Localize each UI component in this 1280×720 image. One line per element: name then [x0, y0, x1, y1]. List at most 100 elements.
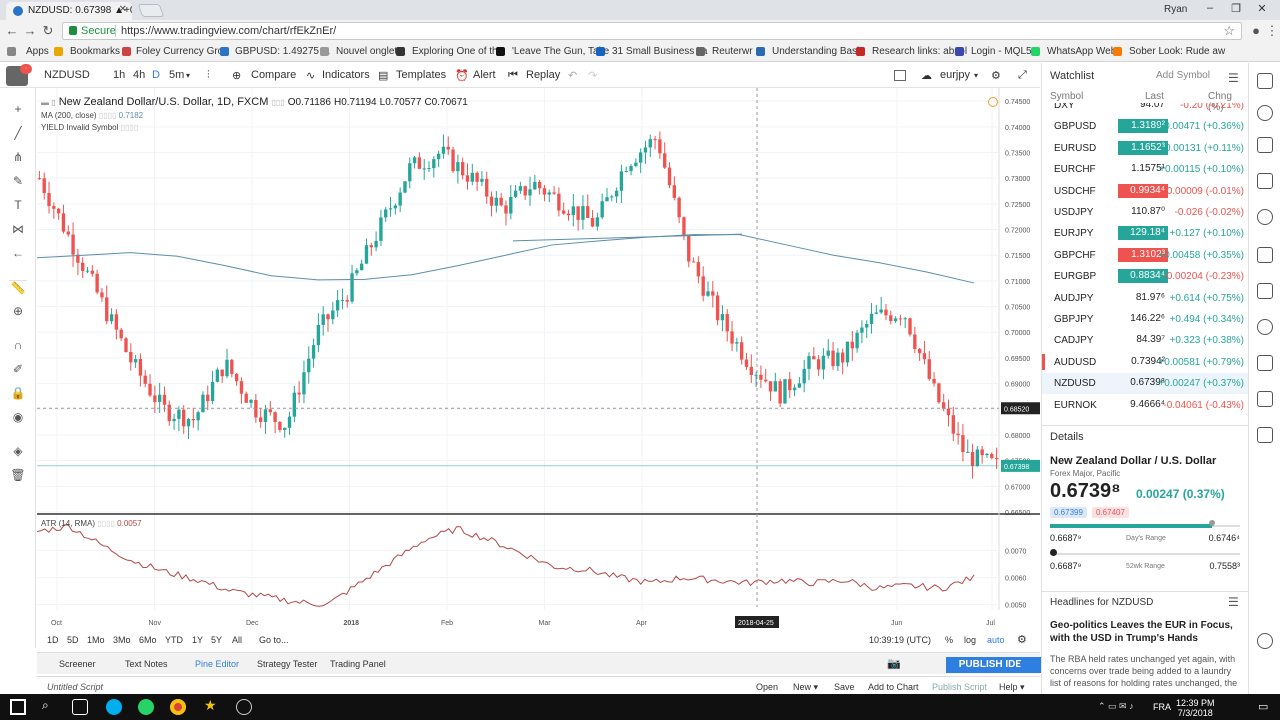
alert-icon[interactable]: ⏰: [455, 70, 469, 82]
tab-pine-editor[interactable]: Pine Editor: [195, 659, 240, 669]
watchlist-symbol[interactable]: EURJPY: [1054, 228, 1094, 240]
maximize-icon[interactable]: ❐: [1231, 3, 1241, 15]
watchlist-row-audusd[interactable]: AUDUSD 0.7394² +0.00581 (+0.79%): [1042, 352, 1248, 373]
tab-screener[interactable]: Screener: [59, 659, 96, 669]
layout-dropdown-icon[interactable]: ▾: [974, 71, 979, 80]
script-publish[interactable]: Publish Script: [932, 682, 988, 692]
bookmark-item[interactable]: Exploring One of the: [412, 46, 504, 57]
watchlist-symbol[interactable]: DXY: [1054, 103, 1075, 111]
watchlist-row-eurnok[interactable]: EURNOK 9.4666⁴ -0.04061 (-0.43%): [1042, 395, 1248, 416]
bookmark-item[interactable]: Understanding Basic: [772, 46, 865, 57]
replay-icon[interactable]: ⏮: [508, 69, 518, 81]
range-3mo[interactable]: 3Mo: [113, 635, 131, 645]
range-all[interactable]: All: [232, 635, 243, 645]
watchlist-symbol[interactable]: AUDJPY: [1054, 292, 1094, 304]
indicators-button[interactable]: Indicators: [322, 69, 370, 81]
eye-icon[interactable]: ◉: [12, 410, 24, 424]
new-tab-button[interactable]: [137, 4, 165, 17]
price-chart[interactable]: 0.74500 0.74000 0.73500 0.73000 0.72500 0.720…: [37, 88, 1040, 630]
headlines-menu-icon[interactable]: ☰: [1228, 595, 1239, 609]
script-add-to-chart[interactable]: Add to Chart: [868, 682, 919, 692]
watchlist-symbol[interactable]: GBPUSD: [1054, 121, 1097, 133]
notification-center-icon[interactable]: ▭: [1258, 701, 1269, 713]
minimize-icon[interactable]: –: [1206, 2, 1214, 14]
help-icon[interactable]: [1257, 633, 1273, 649]
watchlist-title[interactable]: Watchlist: [1050, 70, 1095, 82]
watchlist-symbol[interactable]: EURNOK: [1054, 399, 1097, 411]
stay-drawing-icon[interactable]: ✐: [12, 362, 24, 376]
interval-dropdown-icon[interactable]: ▾: [186, 71, 191, 80]
ma-legend[interactable]: MA (200, close) ▯▯▯▯ 0.7182: [41, 111, 468, 120]
interval-d[interactable]: D: [152, 69, 160, 81]
brush-icon[interactable]: ✎: [12, 174, 24, 188]
script-new[interactable]: New ▾: [793, 682, 819, 692]
watchlist-symbol[interactable]: EURUSD: [1054, 142, 1097, 154]
watchlist-symbol[interactable]: AUDUSD: [1054, 356, 1097, 368]
arrow-back-icon[interactable]: ←: [12, 246, 24, 260]
bookmark-item[interactable]: Foley Currency Grou: [136, 46, 229, 57]
screener-icon[interactable]: [1257, 391, 1273, 407]
layers-icon[interactable]: ◈: [13, 444, 23, 458]
watchlist-row-eurjpy[interactable]: EURJPY 129.18⁴ +0.127 (+0.10%): [1042, 223, 1248, 244]
hotlists-icon[interactable]: [1257, 173, 1273, 189]
watchlist-symbol[interactable]: GBPCHF: [1054, 249, 1096, 261]
zoom-icon[interactable]: ⊕: [12, 304, 24, 318]
alerts-clock-icon[interactable]: [1257, 105, 1273, 121]
tab-trading-panel[interactable]: Trading Panel: [330, 659, 386, 669]
goto-button[interactable]: Go to...: [259, 635, 289, 645]
templates-icon[interactable]: ▤: [378, 70, 389, 82]
watchlist-row-gbpjpy[interactable]: GBPJPY 146.22⁶ +0.494 (+0.34%): [1042, 309, 1248, 330]
bookmark-item[interactable]: GBPUSD: 1.49275 ▲: [235, 46, 332, 57]
bookmark-item[interactable]: Nouvel onglet: [336, 46, 398, 57]
calculator-icon[interactable]: [1257, 427, 1273, 443]
script-help[interactable]: Help ▾: [999, 682, 1025, 692]
browser-user[interactable]: Ryan: [1164, 4, 1188, 15]
script-name[interactable]: Untitled Script: [47, 682, 104, 692]
yield-legend[interactable]: YIELD Invalid Symbol ▯▯▯▯: [41, 123, 468, 132]
camera-icon[interactable]: 📷: [887, 658, 901, 670]
publish-idea-button[interactable]: PUBLISH IDEA: [946, 657, 1042, 673]
details-header[interactable]: Details: [1050, 431, 1084, 443]
watchlist-row-eurusd[interactable]: EURUSD 1.1652³ +0.00131 (+0.11%): [1042, 138, 1248, 159]
tab-strategy-tester[interactable]: Strategy Tester: [257, 659, 318, 669]
redo-icon[interactable]: ↷: [588, 70, 598, 82]
url-text[interactable]: https://www.tradingview.com/chart/rfEkZn…: [121, 25, 337, 37]
task-view-icon[interactable]: [72, 699, 88, 715]
bookmark-item[interactable]: Apps: [26, 46, 49, 57]
layout-name[interactable]: eurjpy: [940, 69, 970, 81]
data-window-icon[interactable]: [1257, 137, 1273, 153]
col-symbol[interactable]: Symbol: [1050, 91, 1084, 102]
extension-icon[interactable]: ●: [1252, 23, 1260, 38]
settings-gear-icon[interactable]: ⚙: [991, 70, 1001, 82]
log-toggle[interactable]: log: [964, 635, 977, 645]
url-field[interactable]: Secure https://www.tradingview.com/chart…: [62, 22, 1242, 40]
watchlist-row-dxy[interactable]: DXY 94.07 -0.20 (-0.21%): [1042, 103, 1248, 116]
calendar-icon[interactable]: [1257, 209, 1273, 225]
watchlist-row-eurchf[interactable]: EURCHF 1.1575¹ +0.00115 (+0.10%): [1042, 159, 1248, 180]
compare-button[interactable]: Compare: [251, 69, 297, 81]
atr-controls-icon[interactable]: ▯▯▯▯: [97, 519, 118, 528]
range-6mo[interactable]: 6Mo: [139, 635, 157, 645]
templates-button[interactable]: Templates: [396, 69, 447, 81]
range-1d[interactable]: 1D: [47, 635, 59, 645]
watchlist-symbol[interactable]: GBPJPY: [1054, 314, 1094, 325]
notifications-icon[interactable]: [1257, 355, 1273, 371]
ruler-icon[interactable]: 📏: [9, 280, 27, 298]
legend-collapse-icon[interactable]: ▬ ▯: [41, 98, 56, 107]
atr-legend[interactable]: ATR (14, RMA) ▯▯▯▯ 0.0057: [41, 519, 142, 528]
col-change[interactable]: Chng (%): [1208, 91, 1232, 113]
pitchfork-icon[interactable]: ⋔: [12, 150, 24, 164]
clock[interactable]: 12:39 PM 7/3/2018: [1176, 698, 1215, 718]
auto-toggle[interactable]: auto: [987, 635, 1005, 645]
headline-title[interactable]: Geo-politics Leaves the EUR in Focus, wi…: [1050, 620, 1233, 644]
watchlist-symbol[interactable]: EURCHF: [1054, 164, 1096, 176]
crosshair-icon[interactable]: +: [14, 102, 22, 116]
interval-5m[interactable]: 5m: [169, 69, 185, 81]
watchlist-row-eurgbp[interactable]: EURGBP 0.8834⁴ -0.00204 (-0.23%): [1042, 266, 1248, 287]
chrome-icon[interactable]: [170, 699, 186, 715]
reload-icon[interactable]: ↻: [42, 23, 54, 38]
bookmark-star-icon[interactable]: ☆: [1223, 23, 1235, 38]
range-ytd[interactable]: YTD: [165, 635, 183, 645]
range-1y[interactable]: 1Y: [192, 635, 204, 645]
bookmark-item[interactable]: Sober Look: Rude aw: [1129, 46, 1226, 57]
